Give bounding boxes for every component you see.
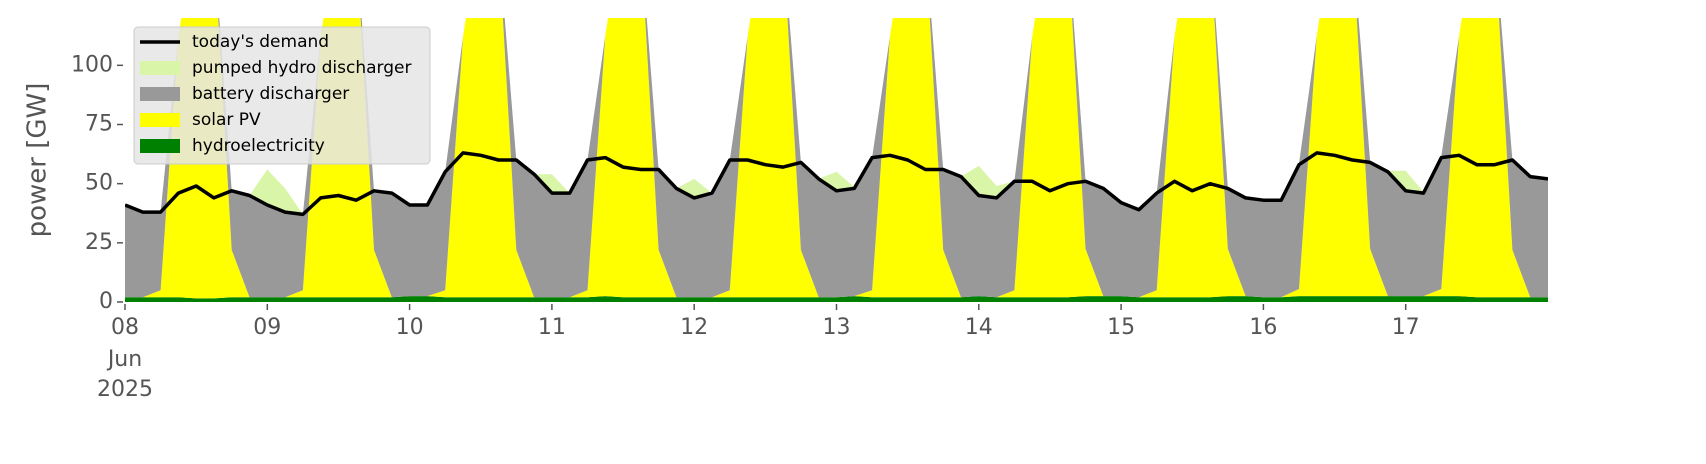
legend-label: today's demand (192, 32, 329, 52)
legend-box (133, 26, 431, 165)
legend-label: pumped hydro discharger (192, 58, 411, 78)
stacked-area (125, 18, 1548, 299)
x-tick-label: 08 (111, 315, 139, 340)
y-tick-label: 100 (71, 52, 113, 77)
legend-patch (140, 113, 180, 127)
y-tick-label: 25 (85, 230, 113, 255)
stacked-area (125, 296, 1548, 302)
x-tick-label: 10 (396, 315, 424, 340)
y-tick-label: 75 (85, 112, 113, 137)
legend-label: hydroelectricity (192, 136, 325, 156)
x-tick-label: 09 (253, 315, 281, 340)
x-tick-sublabel: 2025 (97, 377, 153, 402)
y-tick-label: 50 (85, 171, 113, 196)
legend-patch (140, 61, 180, 75)
legend-patch (140, 87, 180, 101)
legend-label: solar PV (192, 110, 261, 130)
x-tick-label: 13 (823, 315, 851, 340)
x-tick-label: 14 (965, 315, 993, 340)
x-tick-label: 11 (538, 315, 566, 340)
x-tick-label: 12 (680, 315, 708, 340)
x-tick-label: 16 (1249, 315, 1277, 340)
stacked-area (125, 18, 1548, 298)
legend-patch (140, 139, 180, 153)
y-tick-label: 0 (99, 289, 113, 314)
legend-label: battery discharger (192, 84, 349, 104)
x-tick-sublabel: Jun (106, 347, 142, 372)
stacked-area (125, 18, 1548, 215)
plot-area (125, 18, 1548, 302)
x-tick-label: 15 (1107, 315, 1135, 340)
demand-line (125, 151, 1548, 217)
y-axis-label: power [GW] (23, 83, 53, 238)
x-tick-label: 17 (1392, 315, 1420, 340)
